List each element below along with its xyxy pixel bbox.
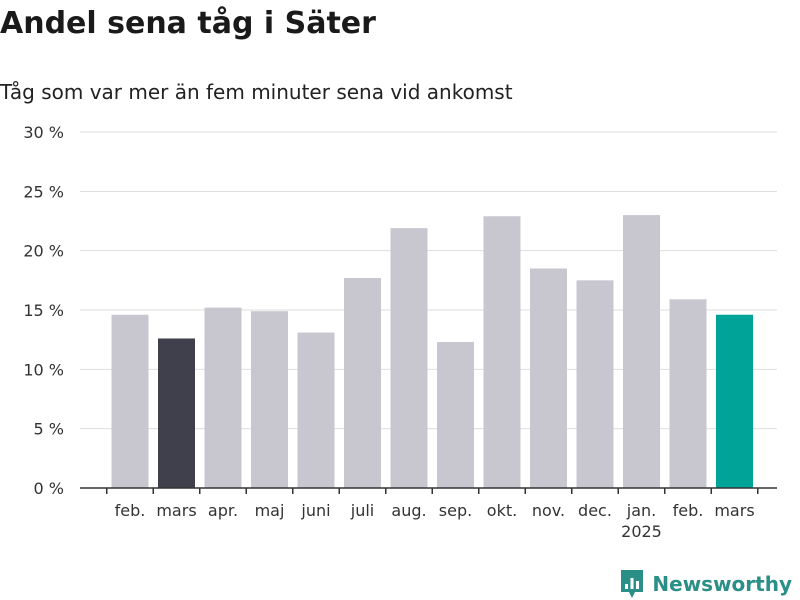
x-tick-label: okt. bbox=[487, 501, 517, 520]
brand-name: Newsworthy bbox=[652, 572, 792, 596]
y-tick-label: 25 % bbox=[23, 182, 64, 201]
bar bbox=[530, 268, 567, 488]
bar bbox=[437, 342, 474, 488]
x-tick-label: feb. bbox=[673, 501, 704, 520]
bar bbox=[716, 314, 753, 488]
bar bbox=[669, 299, 707, 488]
bar bbox=[483, 216, 521, 488]
brand-logo: Newsworthy bbox=[620, 568, 792, 600]
bar bbox=[158, 338, 195, 488]
x-tick-label: aug. bbox=[391, 501, 426, 520]
x-tick-label: mars bbox=[156, 501, 196, 520]
x-axis-tick-labels: feb. mars apr. maj juni juli aug. sep. okt. nov. d… bbox=[115, 501, 755, 541]
y-tick-label: 0 % bbox=[34, 479, 64, 498]
x-tick-label: juni bbox=[300, 501, 330, 520]
bar bbox=[344, 277, 381, 488]
newsworthy-logo-icon bbox=[621, 570, 644, 598]
x-tick-label: sep. bbox=[439, 501, 472, 520]
x-tick-label: juli bbox=[350, 501, 374, 520]
y-tick-label: 20 % bbox=[23, 242, 64, 261]
y-tick-label: 10 % bbox=[23, 360, 64, 379]
chart-title: Andel sena tåg i Säter bbox=[0, 6, 376, 41]
y-tick-label: 15 % bbox=[23, 301, 64, 320]
y-tick-label: 5 % bbox=[34, 420, 64, 439]
x-tick-label: nov. bbox=[532, 501, 565, 520]
gridlines bbox=[80, 131, 777, 430]
bar bbox=[576, 280, 614, 488]
chart-subtitle: Tåg som var mer än fem minuter sena vid … bbox=[0, 80, 513, 104]
bar-chart: 0 % 5 % 10 % 15 % 20 % 25 % 30 % feb. mars apr. m… bbox=[23, 123, 777, 541]
x-year-label: 2025 bbox=[621, 522, 662, 541]
bars bbox=[111, 215, 753, 489]
x-tick-label: apr. bbox=[208, 501, 238, 520]
bar bbox=[623, 215, 660, 489]
x-tick-label: feb. bbox=[115, 501, 146, 520]
x-tick-label: mars bbox=[714, 501, 754, 520]
bar bbox=[297, 332, 335, 488]
y-axis-tick-labels: 0 % 5 % 10 % 15 % 20 % 25 % 30 % bbox=[23, 123, 64, 498]
x-tick-label: dec. bbox=[578, 501, 612, 520]
y-tick-label: 30 % bbox=[23, 123, 64, 142]
bar bbox=[390, 228, 428, 488]
bar bbox=[111, 314, 149, 488]
bar bbox=[204, 307, 242, 488]
x-axis bbox=[80, 487, 777, 494]
x-tick-label: maj bbox=[255, 501, 285, 520]
x-tick-label: jan. bbox=[626, 501, 656, 520]
bar bbox=[251, 311, 288, 488]
